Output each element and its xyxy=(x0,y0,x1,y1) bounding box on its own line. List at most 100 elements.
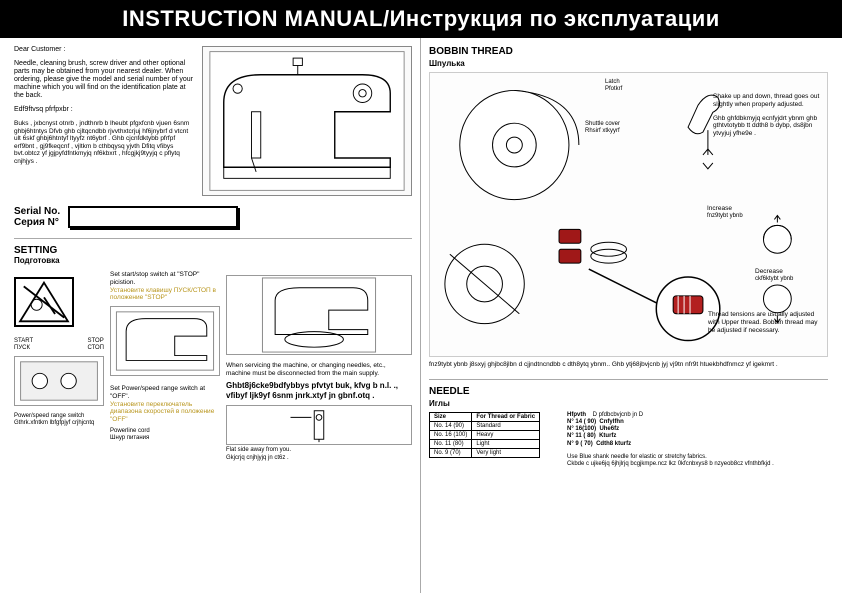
needle-note-en: Use Blue shank needle for elastic or str… xyxy=(567,454,828,461)
increase-en: Increase xyxy=(707,205,777,213)
code-row: N° 16(100) Uhe6fz xyxy=(567,426,828,433)
stop-ru: СТОП xyxy=(87,345,104,352)
intro-p1: Needle, cleaning brush, screw driver and… xyxy=(14,60,194,100)
content: Dear Customer : Needle, cleaning brush, … xyxy=(0,38,842,593)
tension-ru: fnz9tybt ybnb j8sxyj ghjbc8jlbn d cjjndt… xyxy=(429,361,828,369)
stop-label: STOP СТОП xyxy=(87,338,104,352)
shake-block: Shake up and down, thread goes out sligh… xyxy=(713,93,823,138)
code-row: N° 11 ( 80) Kturfz xyxy=(567,433,828,440)
th-size: Size xyxy=(430,412,472,421)
needle-note-ru: Ckbde c ujke6jq 6jhjlrjq bcgjkmpe.ncz lk… xyxy=(567,461,828,468)
setting-head-en: SETTING xyxy=(14,245,57,256)
cord-label: Powerline cord Шнур питания xyxy=(110,428,220,442)
start-en: START xyxy=(14,338,33,345)
needle-area: Size For Thread or Fabric No. 14 (90)Sta… xyxy=(429,412,828,468)
machine-small-2 xyxy=(226,275,412,355)
serial-box xyxy=(68,206,238,228)
divider-2 xyxy=(429,379,828,380)
shake-ru: Ghb ghfdbkmyjq ecnfyjdrt ybnm ghb gthtvt… xyxy=(713,115,823,138)
bobbin-diagrams: Latch Pfotkrf Shuttle cover Rhsirf xtkyy… xyxy=(429,72,828,357)
shuttle-ru: Rhsirf xtkyyrf xyxy=(585,128,620,135)
serial-row: Serial No. Серия N° xyxy=(14,206,412,228)
switch-diagram xyxy=(14,356,104,406)
increase-ru: fnz9tybt ybnb xyxy=(707,213,777,220)
codes-h2: D pfdbcbvjcnb jn D xyxy=(593,412,643,418)
setting-col-2: Set start/stop switch at "STOP" picistio… xyxy=(110,271,220,462)
setting-col-3: When servicing the machine, or changing … xyxy=(226,271,412,462)
stop-en: STOP xyxy=(87,338,104,345)
code-row: N° 9 ( 70) Cdth8 kturfz xyxy=(567,441,828,448)
service-text: When servicing the machine, or changing … xyxy=(226,362,412,378)
table-cell: Very light xyxy=(472,448,540,457)
serial-ru: Серия N° xyxy=(14,217,59,228)
set-power-text: Set Power/speed range switch at "OFF". xyxy=(110,385,220,401)
warning-icon xyxy=(14,277,74,327)
table-cell: Standard xyxy=(472,421,540,430)
divider-1 xyxy=(14,238,412,239)
code-row: N° 14 ( 90) Cnfylfhn xyxy=(567,419,828,426)
start-label: START ПУСК xyxy=(14,338,33,352)
decrease-en: Decrease xyxy=(755,268,825,276)
power-ru: Gthrk.xfntkm lbfgfpjyf crjhjcntq xyxy=(14,420,104,427)
title-sep: / xyxy=(383,6,390,32)
needle-flat-diagram xyxy=(226,405,412,445)
needle-codes-block: Hfpvth D pfdbcbvjcnb jn D N° 14 ( 90) Cn… xyxy=(567,412,828,468)
needle-head: NEEDLE xyxy=(429,386,828,397)
intro-text: Dear Customer : Needle, cleaning brush, … xyxy=(14,46,194,196)
needle-head-en: NEEDLE xyxy=(429,386,470,397)
table-cell: No. 11 (80) xyxy=(430,439,472,448)
codes-h1: Hfpvth xyxy=(567,412,586,418)
title-en: INSTRUCTION MANUAL xyxy=(122,6,383,32)
bobbin-head: BOBBIN THREAD xyxy=(429,46,828,57)
table-row: No. 11 (80)Light xyxy=(430,439,540,448)
bobbin-en: BOBBIN THREAD xyxy=(429,46,513,57)
latch-en: Latch xyxy=(605,79,622,86)
tension-block: Thread tensions are usually adjusted wit… xyxy=(708,311,823,334)
needle-head-ru: Иглы xyxy=(429,399,828,408)
latch-ru: Pfotkrf xyxy=(605,86,622,93)
increase-label: Increase fnz9tybt ybnb xyxy=(707,205,777,220)
greeting: Dear Customer : xyxy=(14,46,194,54)
serial-en: Serial No. xyxy=(14,206,60,217)
right-column: BOBBIN THREAD Шпулька xyxy=(420,38,842,593)
title-bar: INSTRUCTION MANUAL / Инструкция по экспл… xyxy=(0,0,842,38)
table-cell: Light xyxy=(472,439,540,448)
shuttle-label: Shuttle cover Rhsirf xtkyyrf xyxy=(585,121,620,134)
setting-grid: START ПУСК STOP СТОП Power/speed range s… xyxy=(14,271,412,462)
cord-ru: Шнур питания xyxy=(110,435,220,442)
set-power-ru: Установите переключатель диапазона скоро… xyxy=(110,401,220,424)
table-cell: Heavy xyxy=(472,430,540,439)
shuttle-en: Shuttle cover xyxy=(585,121,620,128)
power-switch-label: Power/speed range switch Gthrk.xfntkm lb… xyxy=(14,413,104,427)
decrease-label: Decrease ckf6ktybt ybnb xyxy=(755,268,825,283)
left-column: Dear Customer : Needle, cleaning brush, … xyxy=(0,38,420,593)
flat-ru: Gkjcrjq cnjhjyjq jn ct6z . xyxy=(226,455,412,462)
table-cell: No. 9 (70) xyxy=(430,448,472,457)
set-switch-ru: Установите клавишу ПУСК/СТОП в положение… xyxy=(110,287,220,303)
setting-col-1: START ПУСК STOP СТОП Power/speed range s… xyxy=(14,271,104,462)
needle-codes: Hfpvth D pfdbcbvjcnb jn D N° 14 ( 90) Cn… xyxy=(567,412,828,448)
title-ru: Инструкция по эксплуатации xyxy=(390,6,720,32)
power-en: Power/speed range switch xyxy=(14,413,104,420)
latch-label: Latch Pfotkrf xyxy=(605,79,622,92)
start-ru: ПУСК xyxy=(14,345,33,352)
set-switch-text: Set start/stop switch at "STOP" picistio… xyxy=(110,271,220,287)
table-row: No. 9 (70)Very light xyxy=(430,448,540,457)
intro-block: Dear Customer : Needle, cleaning brush, … xyxy=(14,46,412,196)
bobbin-ru: Шпулька xyxy=(429,59,828,68)
table-row: No. 16 (100)Heavy xyxy=(430,430,540,439)
start-stop-labels: START ПУСК STOP СТОП xyxy=(14,338,104,352)
table-row: No. 14 (90)Standard xyxy=(430,421,540,430)
sewing-machine-diagram xyxy=(202,46,412,196)
table-cell: No. 14 (90) xyxy=(430,421,472,430)
decrease-ru: ckf6ktybt ybnb xyxy=(755,276,825,283)
machine-small-1 xyxy=(110,306,220,376)
serial-label: Serial No. Серия N° xyxy=(14,206,60,228)
needle-table-block: Size For Thread or Fabric No. 14 (90)Sta… xyxy=(429,412,559,468)
table-cell: No. 16 (100) xyxy=(430,430,472,439)
tension-en: Thread tensions are usually adjusted wit… xyxy=(708,311,823,334)
intro-p3: Buks , jxbcnyst otnrb , jndthnrb b lheub… xyxy=(14,120,194,165)
cord-en: Powerline cord xyxy=(110,428,220,435)
service-mix: Ghbt8j6cke9bdfybbys pfvtyt buk, kfvg b n… xyxy=(226,381,412,400)
th-fabric: For Thread or Fabric xyxy=(472,412,540,421)
